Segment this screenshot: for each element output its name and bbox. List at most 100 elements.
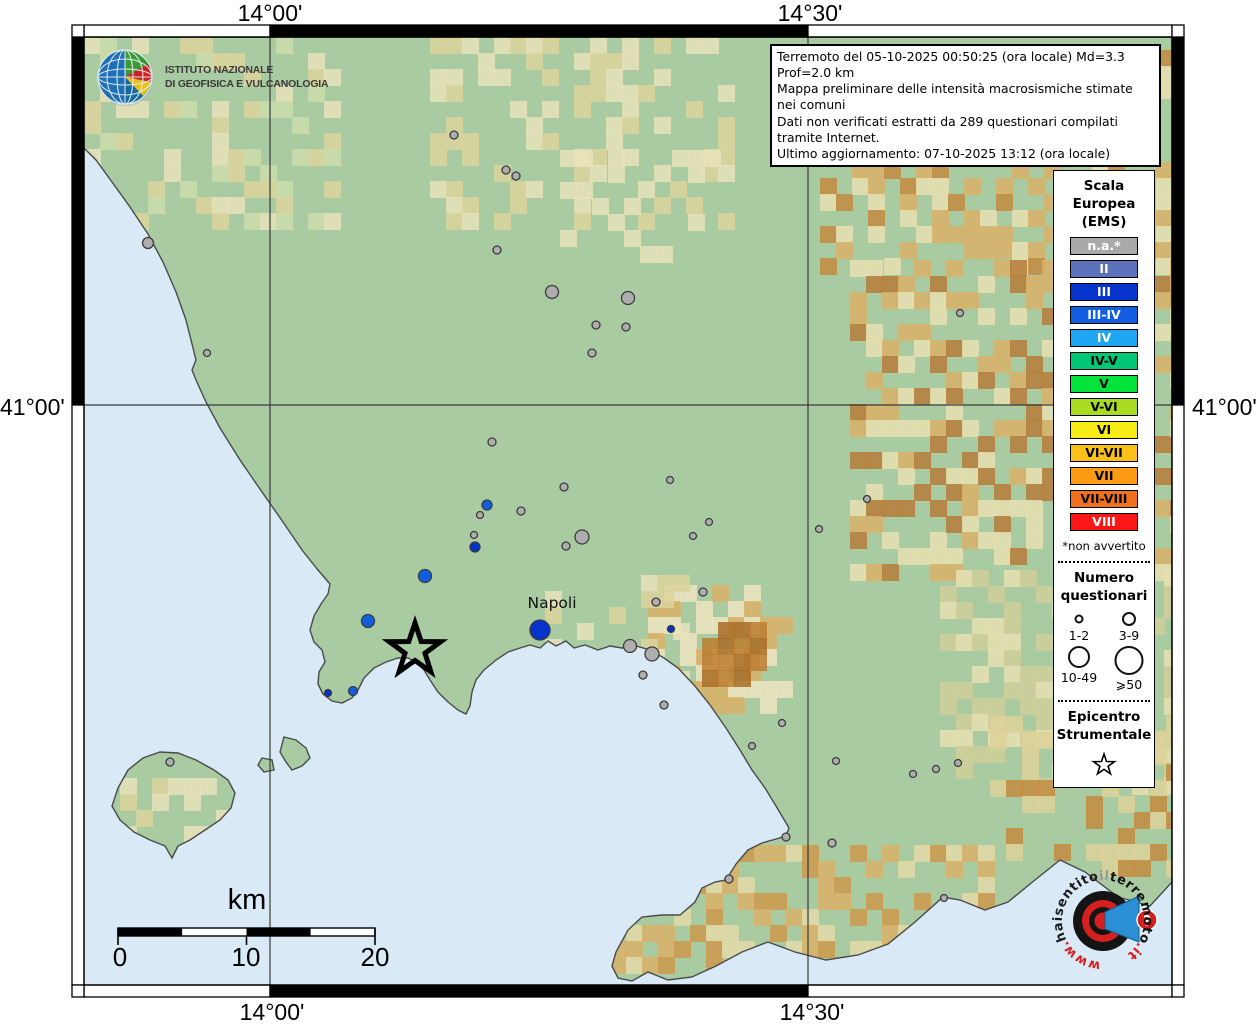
dot-intensity-III-IV: [360, 613, 376, 629]
size-key-circle-icon: [1114, 646, 1144, 676]
size-key-label: 3-9: [1118, 628, 1140, 644]
dot-not-felt: [698, 587, 708, 597]
scale-label-20: 20: [360, 942, 390, 972]
dot-not-felt: [644, 646, 660, 662]
dot-not-felt: [544, 284, 560, 300]
ingv-logo: ISTITUTO NAZIONALE DI GEOFISICA E VULCAN…: [96, 48, 329, 108]
questionnaire-title-line2: questionari: [1060, 587, 1148, 604]
scale-label-0: 0: [112, 942, 128, 972]
epicenter-star-key-icon: [1091, 751, 1117, 776]
dot-not-felt: [665, 475, 675, 485]
size-key-item: 1-2: [1054, 611, 1104, 643]
info-line-updated: Ultimo aggiornamento: 07-10-2025 13:12 (…: [777, 145, 1111, 161]
dot-not-felt: [449, 130, 459, 140]
size-key-circle-icon: [1074, 614, 1084, 624]
intensity-swatch-ivv: IV-V: [1070, 351, 1138, 370]
scale-bar-unit: km: [227, 884, 267, 916]
map-frame: [71, 24, 1185, 998]
dot-not-felt: [651, 597, 661, 607]
legend-title-line3: (EMS): [1081, 214, 1127, 231]
questionnaire-title-line1: Numero: [1073, 569, 1135, 586]
lat-label-left: 41°00': [0, 394, 65, 420]
dot-not-felt: [487, 437, 497, 447]
dot-not-felt: [688, 531, 698, 541]
dot-not-felt: [704, 517, 714, 527]
dot-not-felt: [591, 320, 601, 330]
intensity-swatch-vii: VII: [1070, 466, 1138, 485]
intensity-swatch-vi: VI: [1070, 420, 1138, 439]
intensity-swatch-viii: VIII: [1070, 512, 1138, 531]
size-key-label: 10-49: [1060, 670, 1098, 686]
dot-not-felt: [469, 530, 479, 540]
dot-intensity-III: [323, 688, 333, 698]
size-key-item: 10-49: [1054, 645, 1104, 692]
epicenter-key-title: Epicentro Strumentale: [1054, 708, 1154, 744]
info-line-event: Terremoto del 05-10-2025 00:50:25 (ora l…: [777, 49, 1125, 81]
dot-not-felt: [621, 322, 631, 332]
lon-label-top-right: 14°30': [777, 0, 843, 26]
dot-not-felt: [659, 700, 669, 710]
size-key-circle-icon: [1068, 646, 1090, 669]
questionnaire-count-title: Numero questionari: [1054, 569, 1154, 605]
epicenter-title-line2: Strumentale: [1056, 727, 1152, 744]
dot-size-key: 1-2 3-9 10-49 ⩾50: [1054, 611, 1154, 692]
logo-question-badge: [1136, 909, 1158, 931]
dot-not-felt: [501, 165, 511, 175]
intensity-swatch-iv: IV: [1070, 328, 1138, 347]
lon-label-top-left: 14°00': [237, 0, 303, 26]
ingv-name-line1: ISTITUTO NAZIONALE: [165, 64, 274, 77]
dot-intensity-III-IV: [347, 685, 359, 697]
haisentito-logo: ? www.haisentitoilterremoto.it: [1051, 869, 1158, 973]
intensity-swatch-vvi: V-VI: [1070, 397, 1138, 416]
dot-not-felt: [814, 524, 824, 534]
ingv-name: ISTITUTO NAZIONALE DI GEOFISICA E VULCAN…: [165, 64, 329, 91]
dot-intensity-III: [529, 619, 551, 641]
size-key-item: 3-9: [1104, 611, 1154, 643]
city-label-napoli: Napoli: [527, 594, 576, 612]
dot-not-felt: [587, 348, 597, 358]
legend-panel: Scala Europea (EMS) n.a.* II III III-IV IV IV…: [1053, 170, 1155, 788]
dot-not-felt: [492, 245, 502, 255]
dot-intensity-III-IV: [417, 568, 433, 584]
dot-not-felt: [827, 838, 837, 848]
intensity-swatch-ii: II: [1070, 259, 1138, 278]
scale-label-10: 10: [231, 942, 261, 972]
dot-intensity-III: [666, 624, 676, 634]
intensity-swatch-viiviii: VII-VIII: [1070, 489, 1138, 508]
earthquake-info-box: Terremoto del 05-10-2025 00:50:25 (ora l…: [770, 44, 1161, 167]
dot-not-felt: [620, 290, 636, 306]
ingv-globe-icon: [97, 49, 153, 106]
questionnaire-dots: [141, 130, 965, 903]
logo-speaker-cone-icon: [1104, 895, 1140, 943]
dot-not-felt: [559, 482, 569, 492]
dot-not-felt: [165, 757, 175, 767]
dot-not-felt: [724, 874, 734, 884]
info-line-map: Mappa preliminare delle intensità macros…: [777, 81, 1133, 113]
ingv-name-line2: DI GEOFISICA E VULCANOLOGIA: [165, 78, 329, 90]
scale-bar: [117, 927, 376, 945]
coastline: [84, 37, 1172, 982]
dot-not-felt: [574, 529, 590, 545]
dot-not-felt: [908, 769, 918, 779]
dot-not-felt: [511, 171, 521, 181]
epicenter-title-line1: Epicentro: [1067, 709, 1141, 726]
legend-title-line1: Scala: [1083, 178, 1125, 194]
graticule-lines: [84, 37, 1172, 985]
dot-not-felt: [516, 506, 526, 516]
dot-not-felt: [939, 893, 949, 903]
size-key-item: ⩾50: [1104, 645, 1154, 692]
dot-not-felt: [747, 741, 757, 751]
dot-not-felt: [622, 638, 638, 654]
dot-intensity-III: [469, 541, 481, 553]
dot-not-felt: [955, 308, 965, 318]
intensity-swatch-v: V: [1070, 374, 1138, 393]
legend-footnote: *non avvertito: [1062, 538, 1146, 553]
dot-not-felt: [638, 670, 648, 680]
size-key-label: 1-2: [1068, 628, 1090, 644]
legend-divider: [1058, 560, 1150, 563]
lon-label-bottom-right: 14°30': [779, 999, 845, 1025]
dot-not-felt: [931, 764, 941, 774]
lat-label-right: 41°00': [1192, 394, 1256, 420]
legend-divider-2: [1058, 700, 1150, 703]
